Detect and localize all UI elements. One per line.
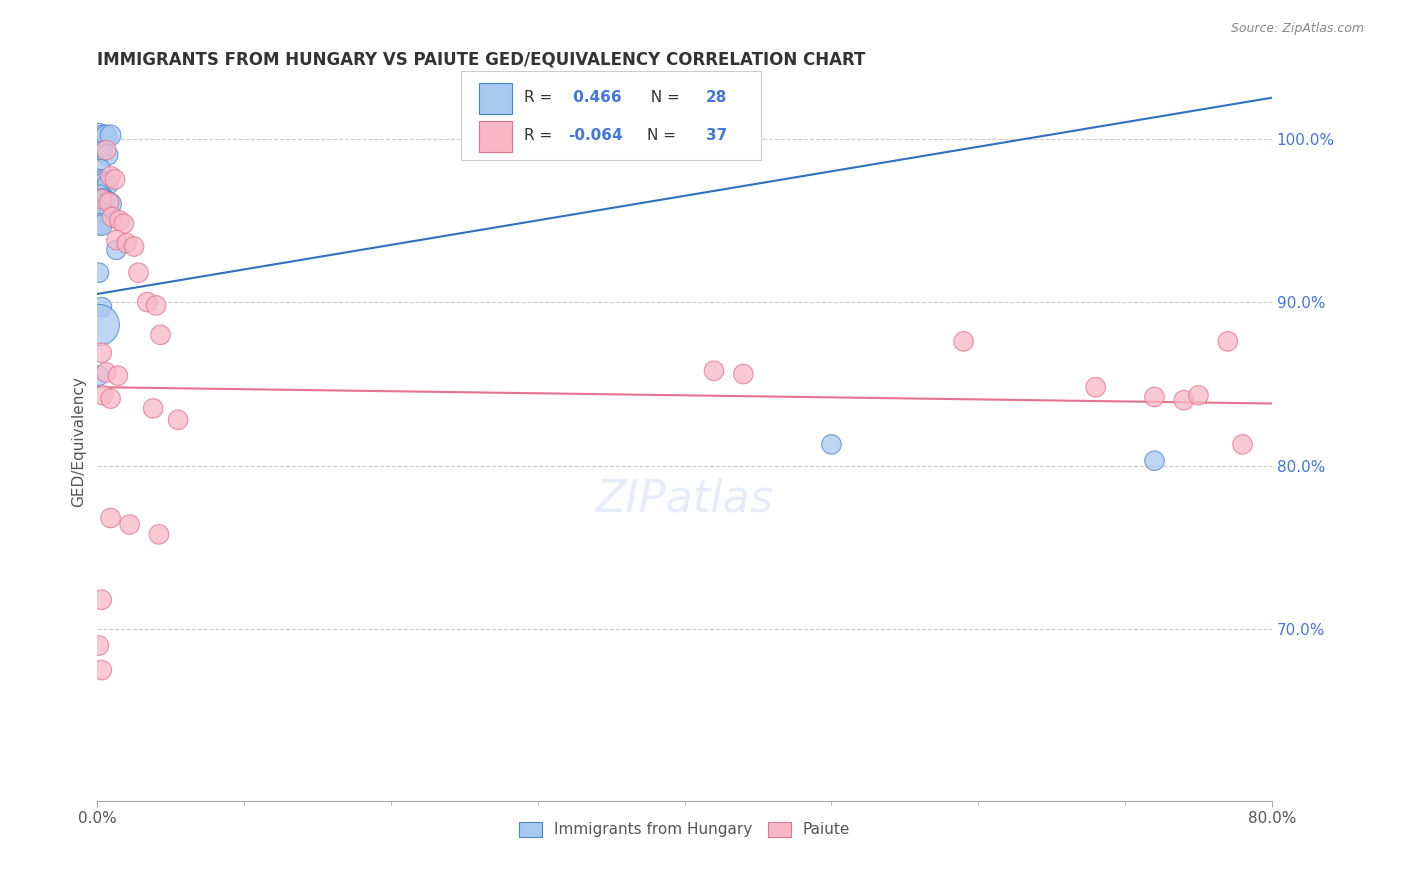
Point (87, 318, 110, 332)
Point (122, 239, 145, 253)
Point (148, 527, 170, 541)
Point (87, 368, 110, 383)
Point (1173, 393, 1195, 408)
Point (100, 511, 122, 525)
Point (97, 148, 120, 162)
Point (90, 219, 112, 233)
Point (87, 639, 110, 653)
Point (90, 145, 112, 159)
Point (90, 205, 112, 219)
Text: Source: ZipAtlas.com: Source: ZipAtlas.com (1230, 22, 1364, 36)
Point (952, 334, 974, 349)
Point (87, 203, 110, 218)
Point (108, 213, 131, 227)
Point (98, 195, 121, 210)
FancyBboxPatch shape (479, 121, 512, 152)
Text: R =: R = (523, 89, 557, 104)
Point (703, 364, 725, 378)
Text: 28: 28 (706, 89, 727, 104)
Point (91, 192, 114, 206)
Point (100, 128, 122, 143)
Point (118, 517, 141, 532)
Point (820, 437, 842, 451)
Text: ZIPatlas: ZIPatlas (596, 477, 773, 520)
Point (87, 127, 110, 141)
Point (93, 176, 115, 190)
Point (90, 174, 112, 188)
Point (1216, 334, 1239, 349)
Text: R =: R = (523, 128, 557, 143)
Point (733, 367, 755, 381)
FancyBboxPatch shape (479, 83, 512, 113)
Legend: Immigrants from Hungary, Paiute: Immigrants from Hungary, Paiute (513, 815, 856, 844)
Point (167, 413, 190, 427)
Text: 37: 37 (706, 128, 727, 143)
Point (112, 217, 135, 231)
Text: N =: N = (641, 89, 685, 104)
Point (145, 298, 167, 312)
Point (100, 197, 122, 211)
Point (89, 189, 111, 203)
Text: 0.466: 0.466 (568, 89, 621, 104)
Point (90, 192, 112, 206)
Point (96, 366, 118, 380)
Point (93, 194, 115, 208)
Point (136, 295, 159, 310)
Point (105, 243, 128, 257)
Point (90, 592, 112, 607)
Point (100, 392, 122, 406)
Y-axis label: GED/Equivalency: GED/Equivalency (72, 376, 86, 507)
Point (89, 217, 111, 231)
Text: N =: N = (647, 128, 681, 143)
Point (89, 162, 111, 177)
Point (107, 368, 129, 383)
Point (104, 172, 127, 186)
Point (100, 169, 122, 184)
Point (149, 327, 172, 342)
FancyBboxPatch shape (461, 70, 761, 161)
Point (91, 388, 114, 402)
Point (105, 233, 128, 247)
Point (90, 346, 112, 360)
Text: IMMIGRANTS FROM HUNGARY VS PAIUTE GED/EQUIVALENCY CORRELATION CHART: IMMIGRANTS FROM HUNGARY VS PAIUTE GED/EQ… (97, 51, 866, 69)
Point (1143, 454, 1166, 468)
Point (127, 266, 149, 280)
Point (87, 172, 110, 186)
Point (96, 128, 118, 143)
Point (1232, 437, 1254, 451)
Point (97, 195, 120, 210)
Point (91, 128, 114, 143)
Point (115, 236, 138, 251)
Point (1143, 390, 1166, 404)
Point (93, 207, 115, 221)
Point (90, 300, 112, 314)
Point (97, 178, 120, 192)
Point (96, 143, 118, 157)
Point (1187, 388, 1209, 402)
Point (90, 663, 112, 677)
Point (1084, 380, 1107, 394)
Point (101, 210, 124, 224)
Point (87, 266, 110, 280)
Text: -0.064: -0.064 (568, 128, 623, 143)
Point (142, 401, 165, 416)
